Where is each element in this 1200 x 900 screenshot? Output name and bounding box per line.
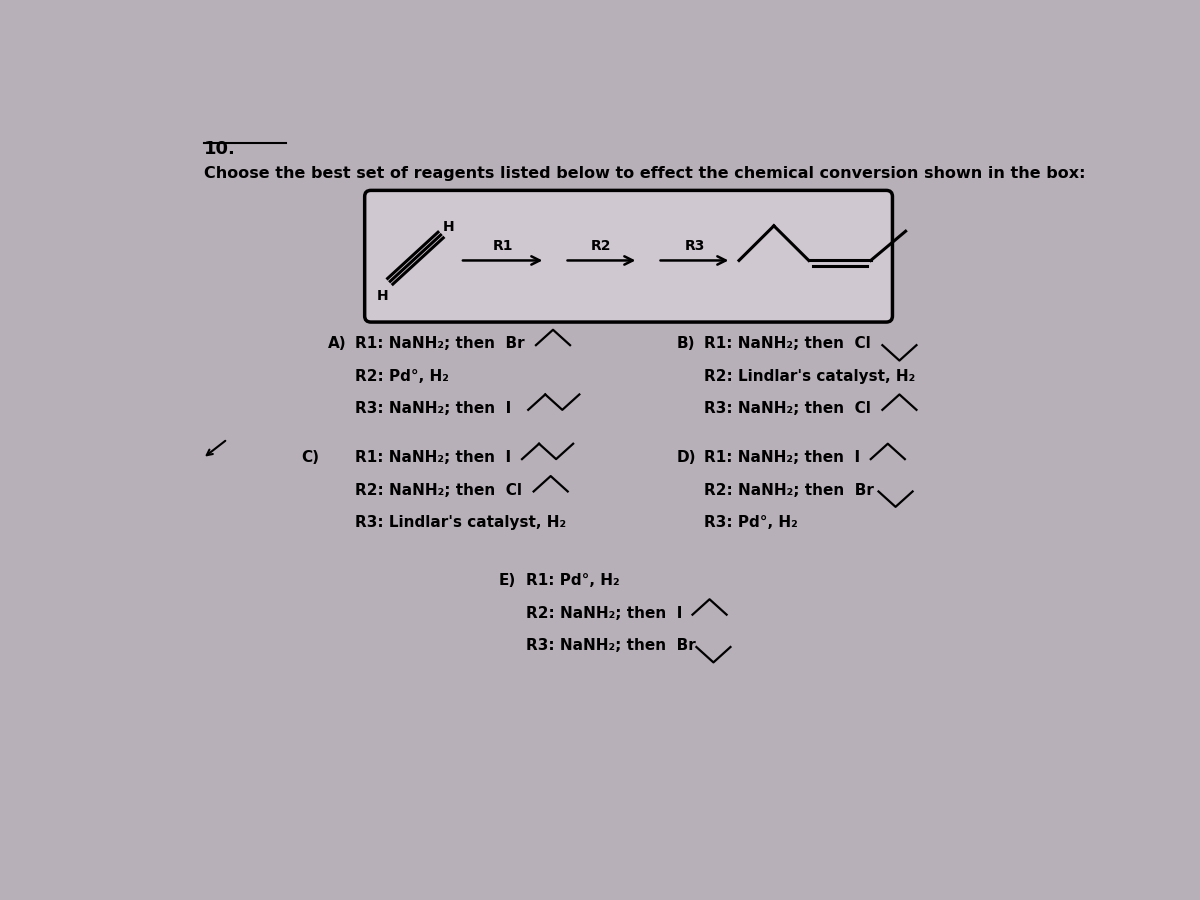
Text: H: H (377, 289, 388, 303)
FancyBboxPatch shape (365, 191, 893, 322)
Text: R2: NaNH₂; then  Cl: R2: NaNH₂; then Cl (355, 482, 522, 498)
Text: R3: R3 (684, 238, 704, 253)
Text: R2: NaNH₂; then  I: R2: NaNH₂; then I (526, 606, 683, 621)
Text: E): E) (499, 573, 516, 589)
Text: R2: NaNH₂; then  Br: R2: NaNH₂; then Br (704, 482, 874, 498)
Text: R1: R1 (492, 238, 512, 253)
Text: R3: NaNH₂; then  Br: R3: NaNH₂; then Br (526, 638, 696, 653)
Text: D): D) (677, 450, 696, 465)
Text: 10.: 10. (204, 140, 236, 158)
Text: R3: NaNH₂; then  Cl: R3: NaNH₂; then Cl (704, 400, 871, 416)
Text: R1: NaNH₂; then  Br: R1: NaNH₂; then Br (355, 337, 526, 351)
Text: R1: NaNH₂; then  I: R1: NaNH₂; then I (704, 450, 860, 465)
Text: R2: Pd°, H₂: R2: Pd°, H₂ (355, 369, 449, 383)
Text: R3: Lindlar's catalyst, H₂: R3: Lindlar's catalyst, H₂ (355, 515, 566, 530)
Text: Choose the best set of reagents listed below to effect the chemical conversion s: Choose the best set of reagents listed b… (204, 166, 1086, 181)
Text: R3: NaNH₂; then  I: R3: NaNH₂; then I (355, 400, 511, 416)
Text: C): C) (301, 450, 319, 465)
Text: R2: Lindlar's catalyst, H₂: R2: Lindlar's catalyst, H₂ (704, 369, 916, 383)
Text: R1: Pd°, H₂: R1: Pd°, H₂ (526, 573, 619, 589)
Text: R2: R2 (592, 238, 612, 253)
Text: A): A) (329, 337, 347, 351)
Text: R1: NaNH₂; then  I: R1: NaNH₂; then I (355, 450, 511, 465)
Text: H: H (443, 220, 455, 233)
Text: R1: NaNH₂; then  Cl: R1: NaNH₂; then Cl (704, 337, 871, 351)
Text: R3: Pd°, H₂: R3: Pd°, H₂ (704, 515, 798, 530)
Text: B): B) (677, 337, 696, 351)
